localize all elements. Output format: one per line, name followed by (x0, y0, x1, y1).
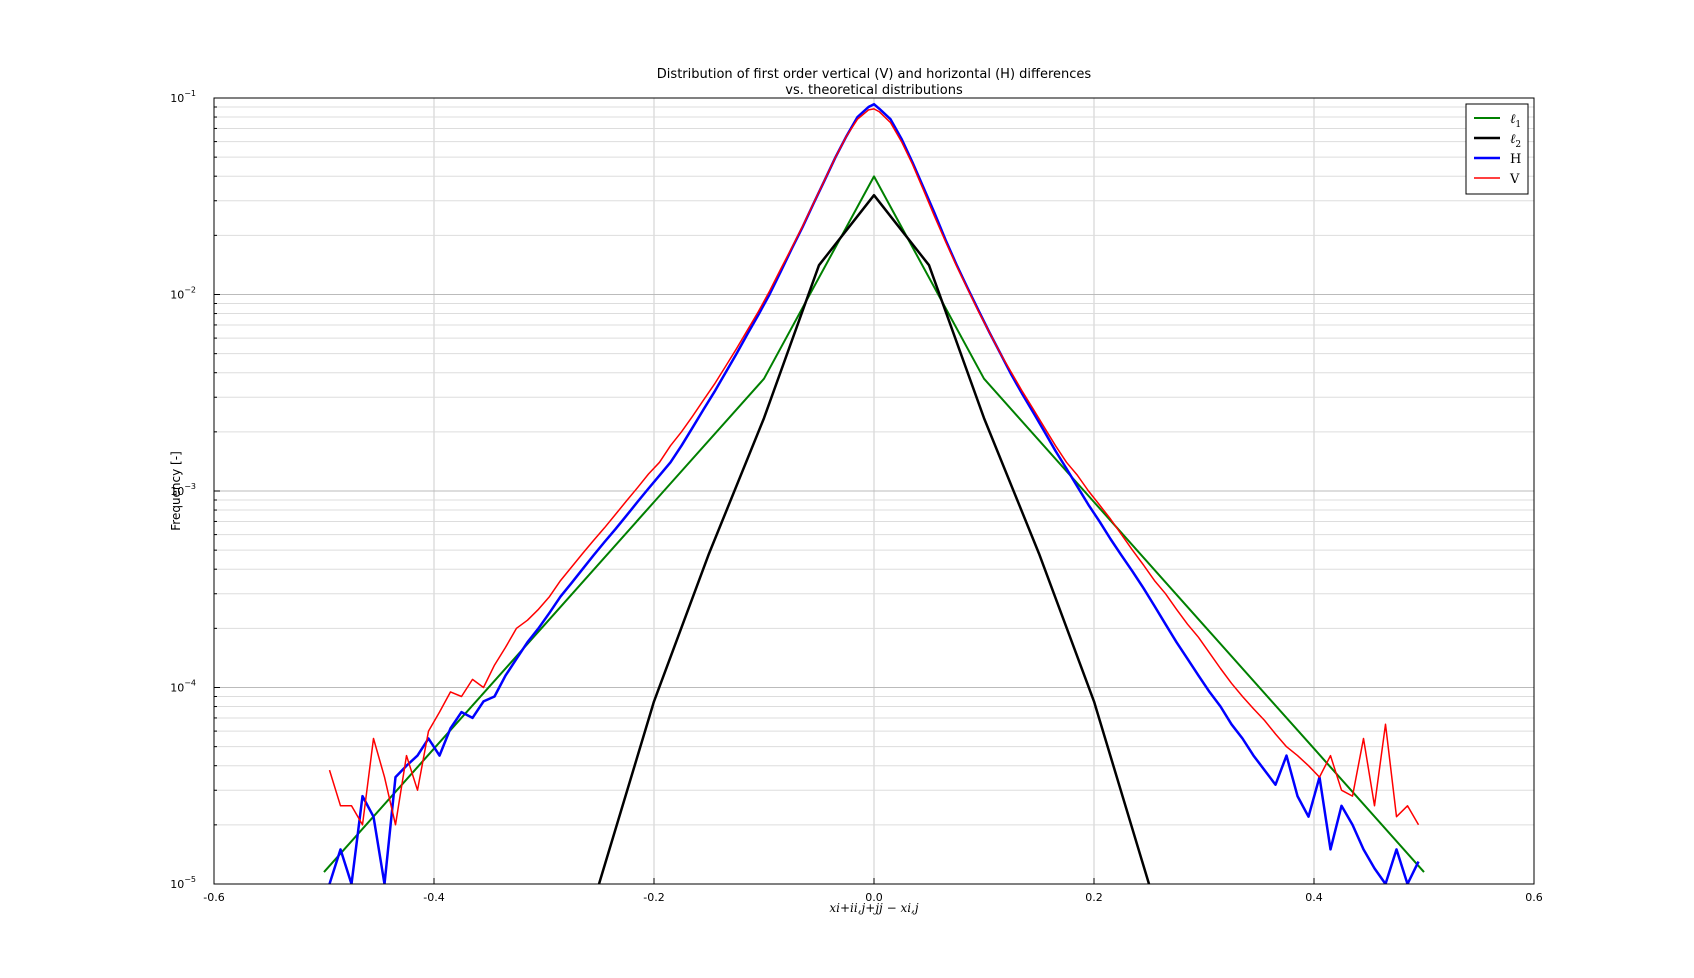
x-axis-label: xi+ii,j+jj − xi,j (829, 901, 918, 915)
x-tick-label: -0.6 (203, 891, 224, 904)
y-tick-label: 10−2 (170, 286, 196, 302)
x-tick-label: 0.0 (865, 891, 883, 904)
legend-label: ℓ2 (1510, 132, 1521, 150)
legend-label-sub: 2 (1515, 140, 1521, 150)
legend-label: ℓ1 (1510, 112, 1521, 130)
y-tick-exponent: −5 (184, 875, 196, 884)
legend-label-main: ℓ (1510, 112, 1516, 127)
x-tick-label: 0.4 (1305, 891, 1323, 904)
series-group (323, 102, 1425, 884)
y-axis-label: Frequency [-] (169, 451, 183, 531)
series-line-1-0 (323, 175, 1425, 873)
y-tick-exponent: −2 (184, 286, 196, 295)
y-tick-label: 10−3 (170, 482, 196, 498)
y-tick-base: 10 (170, 485, 184, 498)
series-line-v-3 (328, 108, 1420, 826)
chart-title: Distribution of first order vertical (V)… (657, 67, 1092, 82)
x-tick-label: -0.2 (643, 891, 664, 904)
legend-label-main: ℓ (1510, 132, 1516, 147)
y-tick-exponent: −4 (184, 679, 196, 688)
legend-label: H (1510, 152, 1521, 167)
y-tick-exponent: −1 (184, 89, 196, 98)
x-tick-label: 0.2 (1085, 891, 1103, 904)
y-tick-label: 10−4 (170, 679, 196, 695)
x-axis: -0.6 -0.4 -0.2 0.0 0.2 0.4 0.6 (203, 878, 1543, 904)
x-tick-label: 0.6 (1525, 891, 1543, 904)
series-line-h-2 (328, 102, 1420, 884)
y-tick-exponent: −3 (184, 482, 196, 491)
y-tick-base: 10 (170, 878, 184, 891)
legend-label-sub: 1 (1515, 120, 1521, 130)
series-line-2-1 (597, 193, 1151, 884)
x-tick-label: -0.4 (423, 891, 444, 904)
chart-subtitle: vs. theoretical distributions (785, 83, 963, 98)
y-tick-label: 10−5 (170, 875, 196, 891)
y-tick-base: 10 (170, 92, 184, 105)
y-tick-base: 10 (170, 289, 184, 302)
y-tick-base: 10 (170, 682, 184, 695)
grid (213, 97, 1535, 885)
y-axis: 10−510−410−310−210−1 (170, 89, 220, 891)
legend-label: V (1509, 172, 1520, 187)
y-tick-label: 10−1 (170, 89, 196, 105)
